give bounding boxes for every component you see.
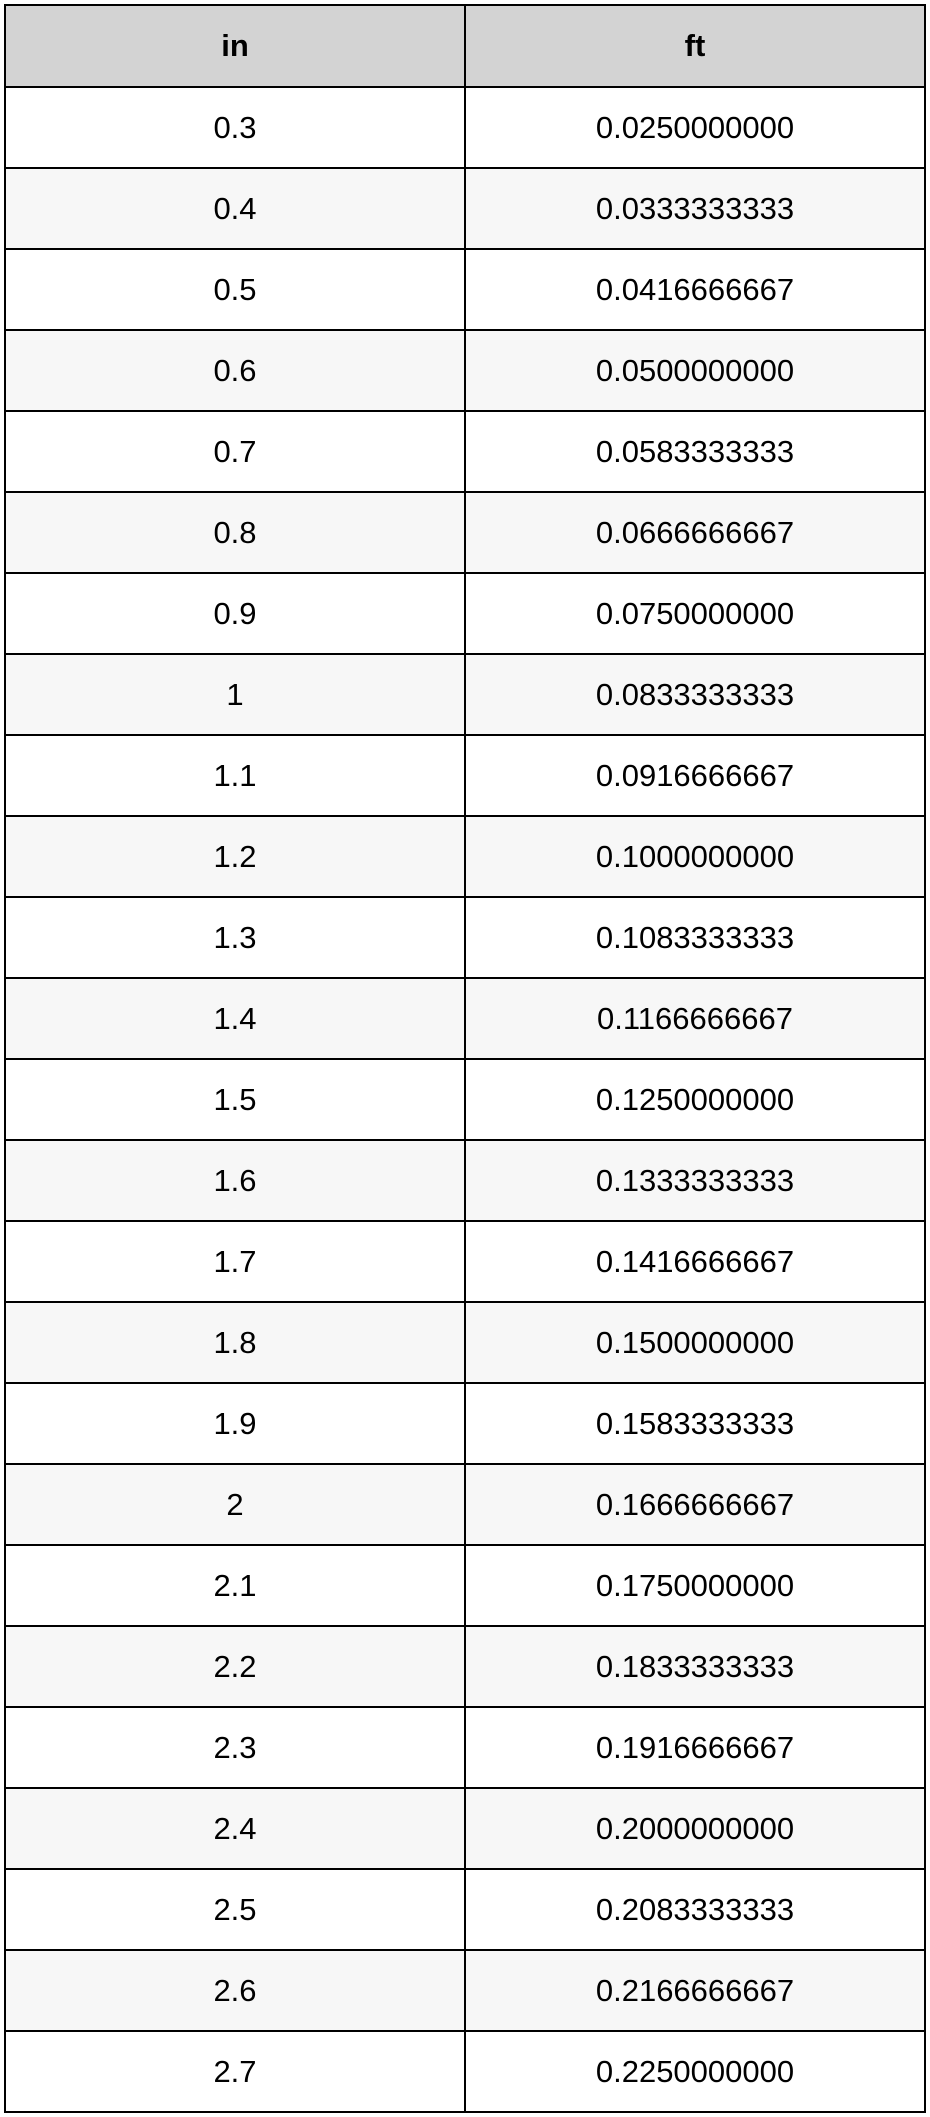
header-ft: ft <box>465 5 925 87</box>
conversion-table: in ft 0.30.0250000000 0.40.0333333333 0.… <box>4 4 926 2113</box>
table-row: 2.60.2166666667 <box>5 1950 925 2031</box>
cell-ft: 0.1583333333 <box>465 1383 925 1464</box>
table-row: 1.40.1166666667 <box>5 978 925 1059</box>
cell-in: 0.5 <box>5 249 465 330</box>
cell-ft: 0.2166666667 <box>465 1950 925 2031</box>
header-in: in <box>5 5 465 87</box>
cell-in: 1.6 <box>5 1140 465 1221</box>
cell-ft: 0.1083333333 <box>465 897 925 978</box>
cell-ft: 0.0416666667 <box>465 249 925 330</box>
table-row: 10.0833333333 <box>5 654 925 735</box>
cell-ft: 0.0833333333 <box>465 654 925 735</box>
cell-ft: 0.1666666667 <box>465 1464 925 1545</box>
table-row: 0.50.0416666667 <box>5 249 925 330</box>
cell-in: 1.1 <box>5 735 465 816</box>
header-row: in ft <box>5 5 925 87</box>
cell-in: 2 <box>5 1464 465 1545</box>
table-row: 2.20.1833333333 <box>5 1626 925 1707</box>
cell-ft: 0.0500000000 <box>465 330 925 411</box>
cell-in: 1.3 <box>5 897 465 978</box>
table-row: 0.30.0250000000 <box>5 87 925 168</box>
table-body: 0.30.0250000000 0.40.0333333333 0.50.041… <box>5 87 925 2112</box>
table-row: 0.70.0583333333 <box>5 411 925 492</box>
cell-ft: 0.0916666667 <box>465 735 925 816</box>
cell-ft: 0.1000000000 <box>465 816 925 897</box>
cell-in: 2.1 <box>5 1545 465 1626</box>
cell-in: 0.3 <box>5 87 465 168</box>
table-row: 1.90.1583333333 <box>5 1383 925 1464</box>
cell-in: 1.4 <box>5 978 465 1059</box>
cell-ft: 0.1916666667 <box>465 1707 925 1788</box>
cell-in: 1.5 <box>5 1059 465 1140</box>
table-row: 1.70.1416666667 <box>5 1221 925 1302</box>
cell-in: 2.5 <box>5 1869 465 1950</box>
cell-in: 0.8 <box>5 492 465 573</box>
cell-in: 2.2 <box>5 1626 465 1707</box>
cell-in: 0.6 <box>5 330 465 411</box>
table-row: 1.50.1250000000 <box>5 1059 925 1140</box>
table-row: 1.30.1083333333 <box>5 897 925 978</box>
cell-in: 1.9 <box>5 1383 465 1464</box>
cell-ft: 0.1166666667 <box>465 978 925 1059</box>
cell-ft: 0.0250000000 <box>465 87 925 168</box>
table-row: 1.10.0916666667 <box>5 735 925 816</box>
cell-ft: 0.2250000000 <box>465 2031 925 2112</box>
cell-ft: 0.1833333333 <box>465 1626 925 1707</box>
table-row: 1.20.1000000000 <box>5 816 925 897</box>
table-row: 2.50.2083333333 <box>5 1869 925 1950</box>
cell-in: 1.8 <box>5 1302 465 1383</box>
table-row: 0.40.0333333333 <box>5 168 925 249</box>
table-row: 2.10.1750000000 <box>5 1545 925 1626</box>
table-row: 2.70.2250000000 <box>5 2031 925 2112</box>
cell-ft: 0.0333333333 <box>465 168 925 249</box>
cell-in: 0.9 <box>5 573 465 654</box>
cell-ft: 0.1500000000 <box>465 1302 925 1383</box>
cell-in: 1 <box>5 654 465 735</box>
table-row: 1.60.1333333333 <box>5 1140 925 1221</box>
cell-in: 0.7 <box>5 411 465 492</box>
cell-ft: 0.0666666667 <box>465 492 925 573</box>
table-row: 0.60.0500000000 <box>5 330 925 411</box>
cell-ft: 0.0583333333 <box>465 411 925 492</box>
cell-in: 1.7 <box>5 1221 465 1302</box>
table-row: 20.1666666667 <box>5 1464 925 1545</box>
table-row: 2.40.2000000000 <box>5 1788 925 1869</box>
cell-in: 0.4 <box>5 168 465 249</box>
cell-in: 2.3 <box>5 1707 465 1788</box>
cell-in: 1.2 <box>5 816 465 897</box>
cell-ft: 0.1333333333 <box>465 1140 925 1221</box>
cell-ft: 0.1250000000 <box>465 1059 925 1140</box>
cell-in: 2.4 <box>5 1788 465 1869</box>
table-row: 2.30.1916666667 <box>5 1707 925 1788</box>
table-header: in ft <box>5 5 925 87</box>
cell-ft: 0.1750000000 <box>465 1545 925 1626</box>
cell-in: 2.7 <box>5 2031 465 2112</box>
cell-ft: 0.2000000000 <box>465 1788 925 1869</box>
table-row: 1.80.1500000000 <box>5 1302 925 1383</box>
cell-ft: 0.2083333333 <box>465 1869 925 1950</box>
table-row: 0.80.0666666667 <box>5 492 925 573</box>
table-row: 0.90.0750000000 <box>5 573 925 654</box>
cell-ft: 0.0750000000 <box>465 573 925 654</box>
cell-ft: 0.1416666667 <box>465 1221 925 1302</box>
cell-in: 2.6 <box>5 1950 465 2031</box>
